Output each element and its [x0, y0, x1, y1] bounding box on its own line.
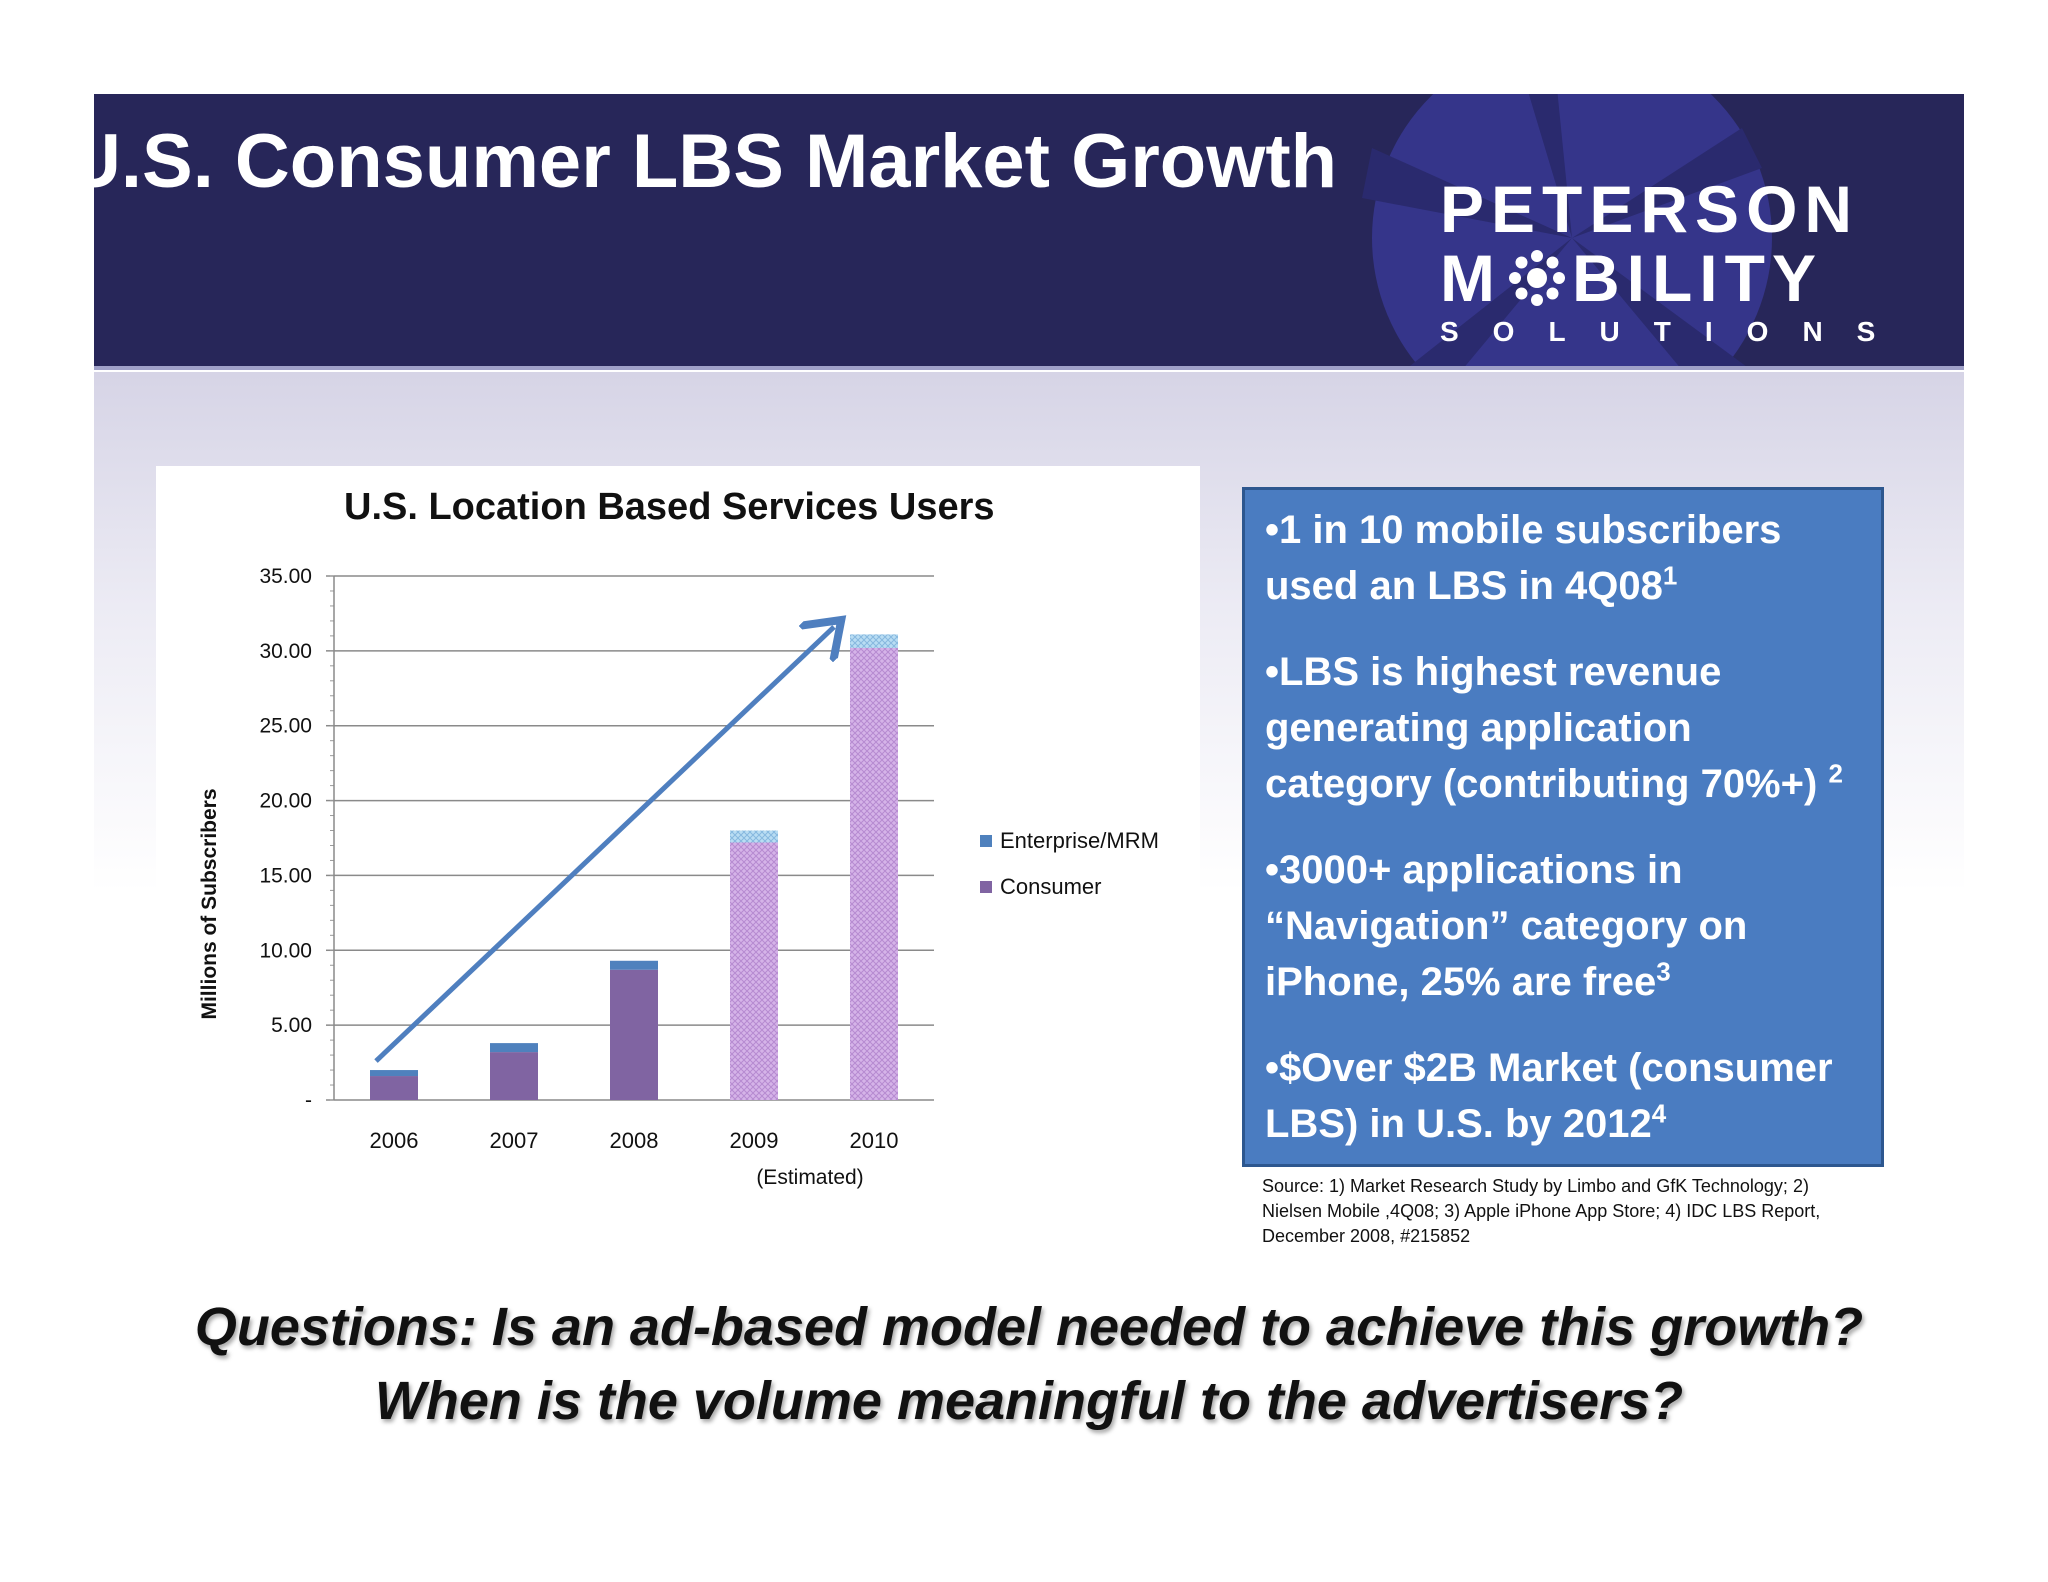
legend-swatch-enterprise-mrm [980, 834, 992, 847]
source-note: Source: 1) Market Research Study by Limb… [1262, 1176, 1821, 1246]
x-tick-label: 2009 [730, 1128, 779, 1153]
fact-1-footnote: 1 [1662, 560, 1678, 591]
y-tick-label: 35.00 [259, 565, 312, 588]
logo-line2-suffix: BILITY [1571, 241, 1823, 315]
logo-line3: SOLUTIONS [1440, 316, 1910, 347]
question-line-1: Questions: Is an ad-based model needed t… [194, 1297, 1864, 1357]
y-tick-label: 20.00 [259, 790, 312, 813]
bar-consumer-2007 [490, 1052, 538, 1100]
bar-enterprise-2006 [370, 1070, 418, 1077]
fact-1: •1 in 10 mobile subscribers used an LBS … [1265, 502, 1863, 614]
legend-label: Enterprise/MRM [1000, 828, 1159, 853]
bar-consumer-2008 [610, 969, 658, 1100]
logo-wheel-icon [1362, 94, 1772, 366]
y-tick-label: 25.00 [259, 715, 312, 738]
page-title: U.S. Consumer LBS Market Growth [66, 119, 1338, 204]
questions: Questions: Is an ad-based model needed t… [94, 1290, 1964, 1438]
fact-4-footnote: 4 [1651, 1098, 1667, 1129]
x-tick-label: 2008 [610, 1128, 659, 1153]
bar-enterprise-2009 [730, 830, 778, 843]
question-line-2: When is the volume meaningful to the adv… [374, 1371, 1684, 1431]
y-tick-label: 30.00 [259, 640, 312, 663]
fact-2-text: •LBS is highest revenue generating appli… [1265, 650, 1818, 806]
estimated-note: (Estimated) [756, 1166, 863, 1189]
key-facts-box: •1 in 10 mobile subscribers used an LBS … [1242, 487, 1884, 1167]
fact-1-text: •1 in 10 mobile subscribers used an LBS … [1265, 508, 1782, 608]
logo-line1: PETERSON [1440, 172, 1860, 246]
gear-icon [1508, 250, 1565, 306]
bar-enterprise-2007 [490, 1043, 538, 1053]
logo-line2: M BILITY [1440, 244, 1909, 312]
bar-enterprise-2010 [850, 634, 898, 648]
fact-4-text: •$Over $2B Market (consumer LBS) in U.S.… [1265, 1046, 1833, 1146]
chart-title: U.S. Location Based Services Users [344, 486, 995, 528]
bar-enterprise-2008 [610, 960, 658, 970]
fact-3-text: •3000+ applications in “Navigation” cate… [1265, 848, 1748, 1004]
fact-2: •LBS is highest revenue generating appli… [1265, 644, 1863, 812]
y-tick-label: 10.00 [259, 939, 312, 962]
chart-panel: U.S. Location Based Services Users - 5.00… [156, 466, 1200, 1206]
legend-swatch-consumer [980, 880, 992, 893]
trend-arrow [374, 627, 834, 1063]
y-tick-label: 5.00 [271, 1014, 312, 1037]
x-tick-label: 2006 [370, 1128, 419, 1153]
header-banner: PETERSON M BILITY SOLUTIONS [94, 94, 1964, 366]
logo-line2-prefix: M [1440, 241, 1502, 315]
y-axis-label: Millions of Subscribers [198, 788, 221, 1019]
fact-3-footnote: 3 [1656, 956, 1671, 987]
legend: Enterprise/MRM Consumer [980, 828, 1159, 899]
y-tick-label: - [305, 1089, 312, 1112]
bar-chart: - 5.00 10.00 15.00 20.00 25.00 30.00 35.00 2006 2… [198, 565, 1159, 1189]
logo: PETERSON M BILITY SOLUTIONS [1440, 174, 1909, 350]
x-tick-label: 2010 [850, 1128, 899, 1153]
fact-2-footnote: 2 [1828, 758, 1843, 789]
legend-label: Consumer [1000, 874, 1101, 899]
header-divider [94, 366, 1964, 370]
bar-consumer-2006 [370, 1076, 418, 1100]
fact-3: •3000+ applications in “Navigation” cate… [1265, 842, 1863, 1010]
y-tick-label: 15.00 [259, 864, 312, 887]
bar-consumer-2010 [850, 647, 898, 1100]
fact-4: •$Over $2B Market (consumer LBS) in U.S.… [1265, 1040, 1863, 1152]
x-tick-label: 2007 [490, 1128, 539, 1153]
bar-consumer-2009 [730, 842, 778, 1100]
